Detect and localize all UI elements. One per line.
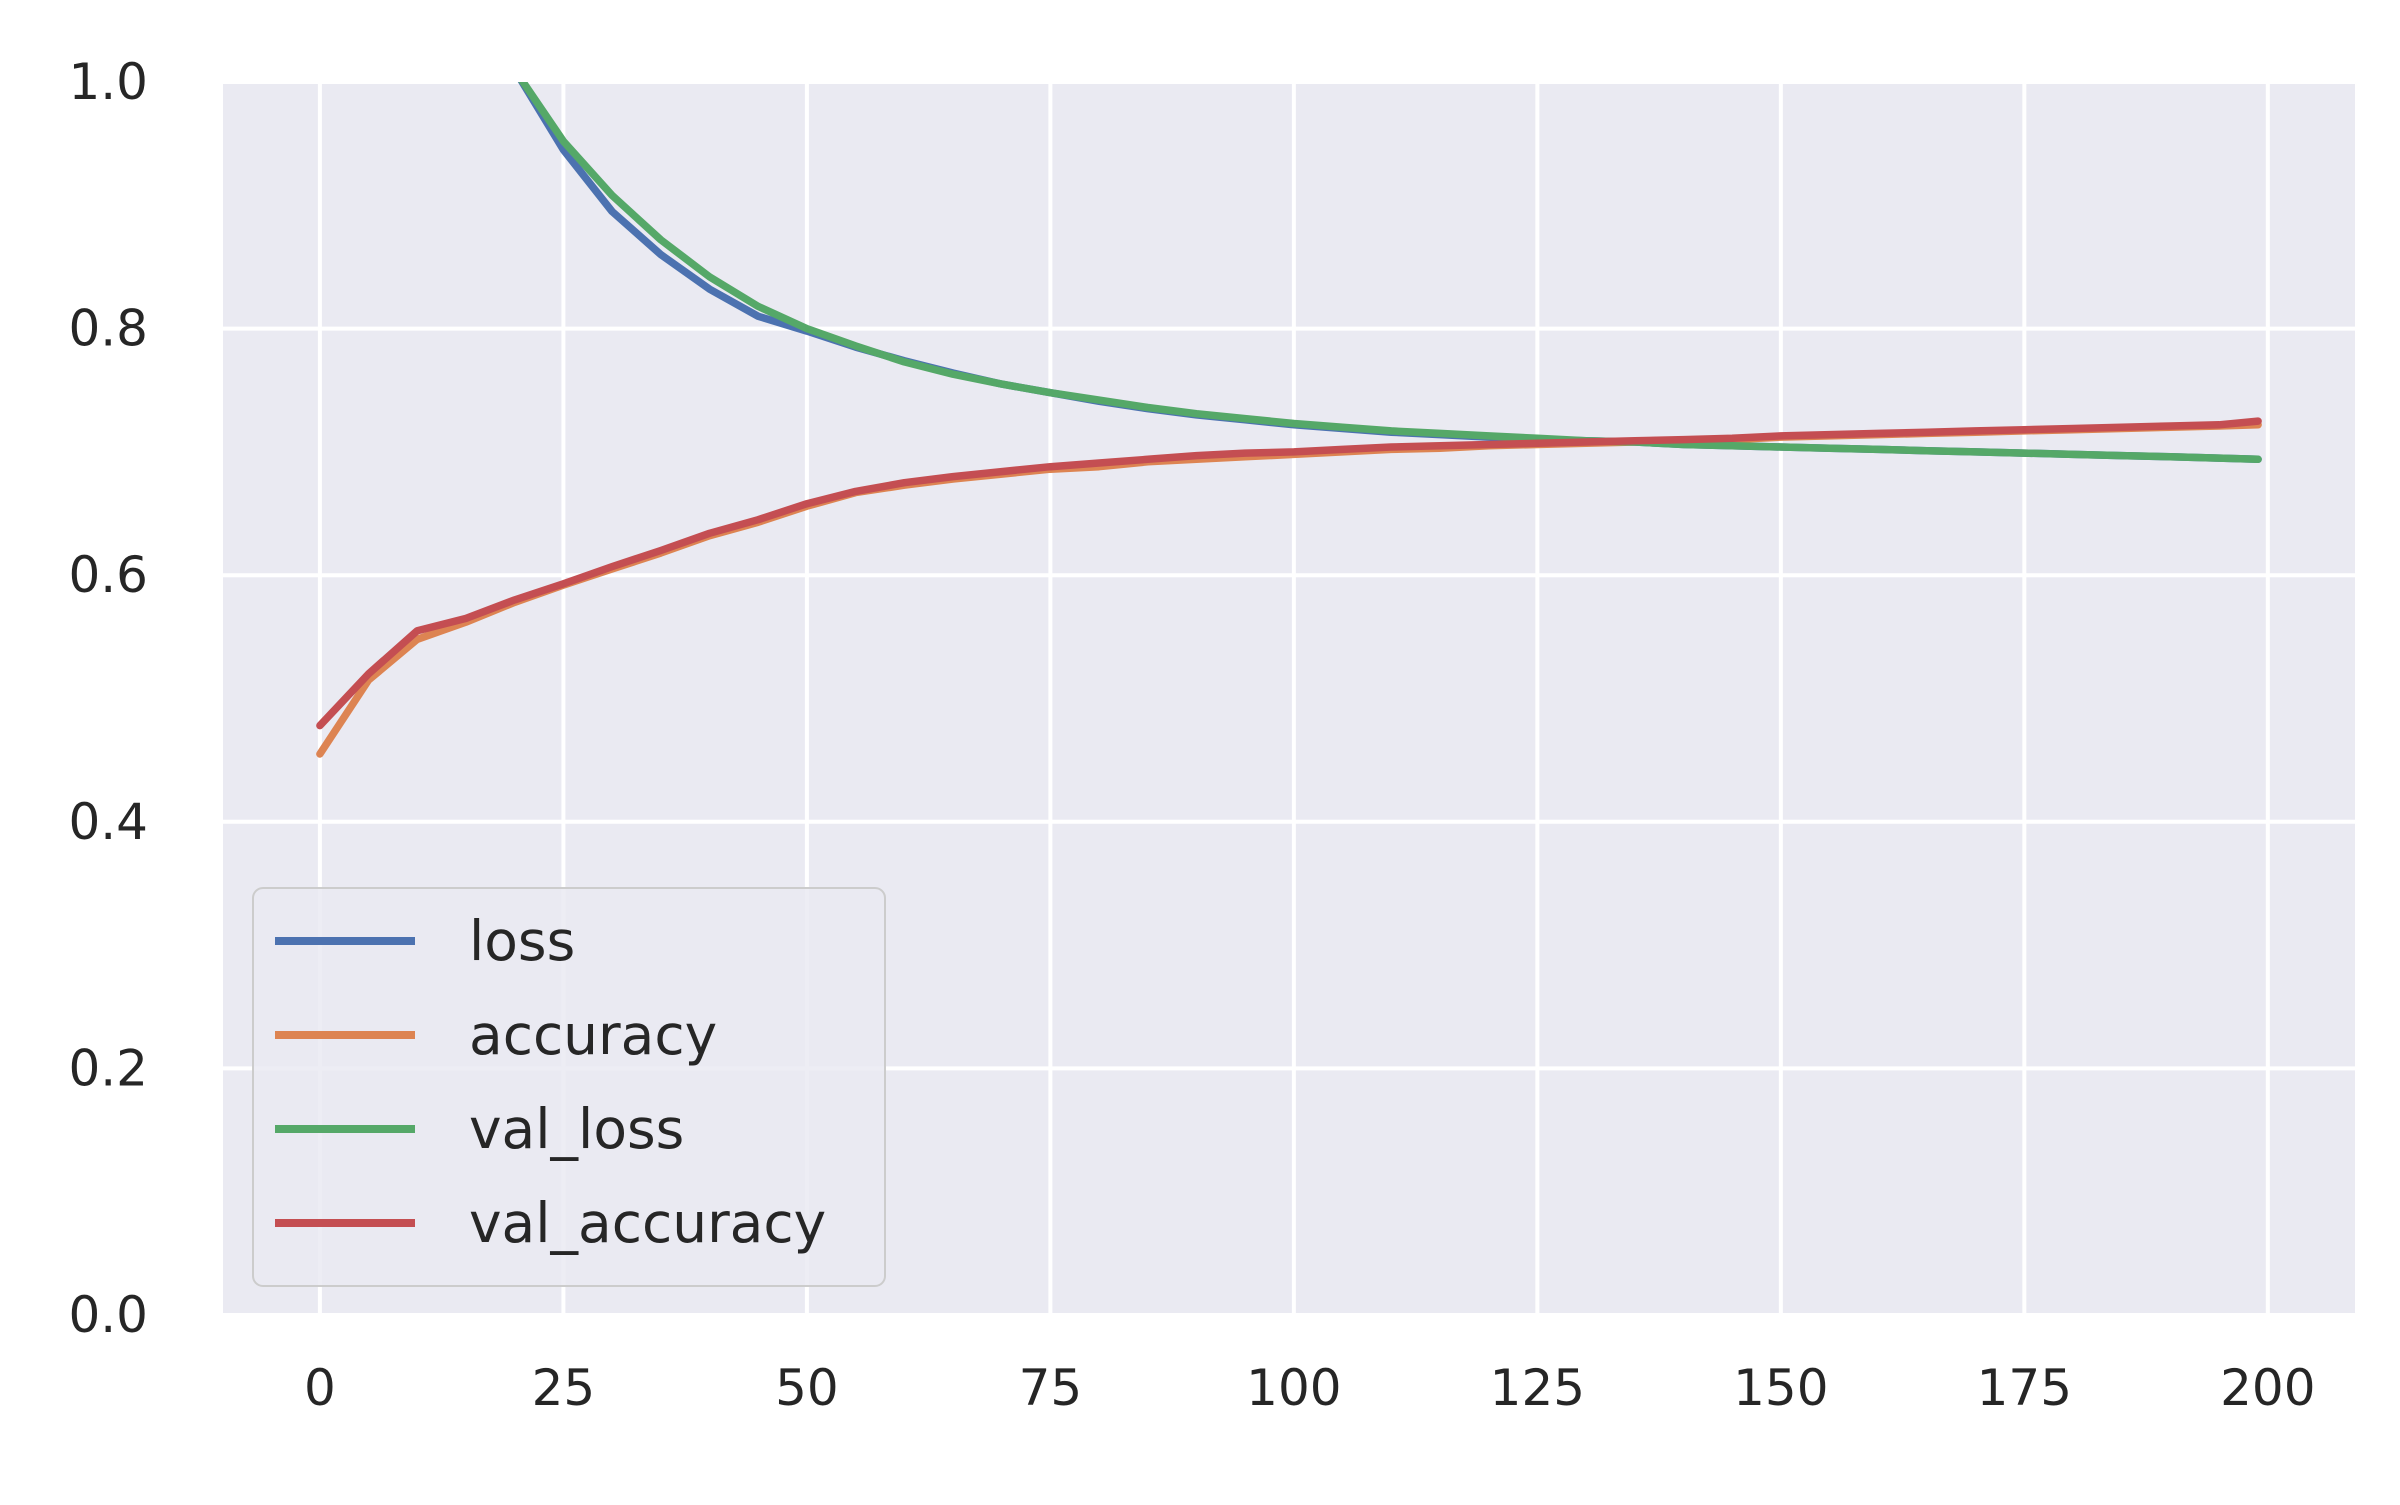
legend-label-val-accuracy: val_accuracy — [469, 1191, 826, 1255]
x-tick-label: 25 — [532, 1359, 596, 1417]
series-line-val-accuracy — [316, 417, 2262, 730]
x-tick-label: 175 — [1977, 1359, 2072, 1417]
series-line-val-loss — [518, 82, 2262, 464]
x-tick-label: 200 — [2220, 1359, 2315, 1417]
legend-label-loss: loss — [469, 909, 575, 973]
x-tick-label: 125 — [1490, 1359, 1585, 1417]
x-tick-label: 0 — [304, 1359, 336, 1417]
y-tick-label: 0.8 — [68, 300, 148, 358]
legend-label-accuracy: accuracy — [469, 1003, 717, 1067]
x-tick-label: 75 — [1019, 1359, 1083, 1417]
y-tick-label: 0.6 — [68, 546, 148, 604]
y-tick-label: 0.0 — [68, 1286, 148, 1344]
x-tick-label: 50 — [775, 1359, 839, 1417]
y-tick-label: 1.0 — [68, 53, 148, 111]
x-tick-label: 100 — [1246, 1359, 1341, 1417]
legend-box — [252, 887, 886, 1287]
x-tick-label: 150 — [1733, 1359, 1828, 1417]
legend-label-val-loss: val_loss — [469, 1097, 684, 1161]
y-tick-label: 0.2 — [68, 1039, 148, 1097]
y-tick-label: 0.4 — [68, 793, 148, 851]
